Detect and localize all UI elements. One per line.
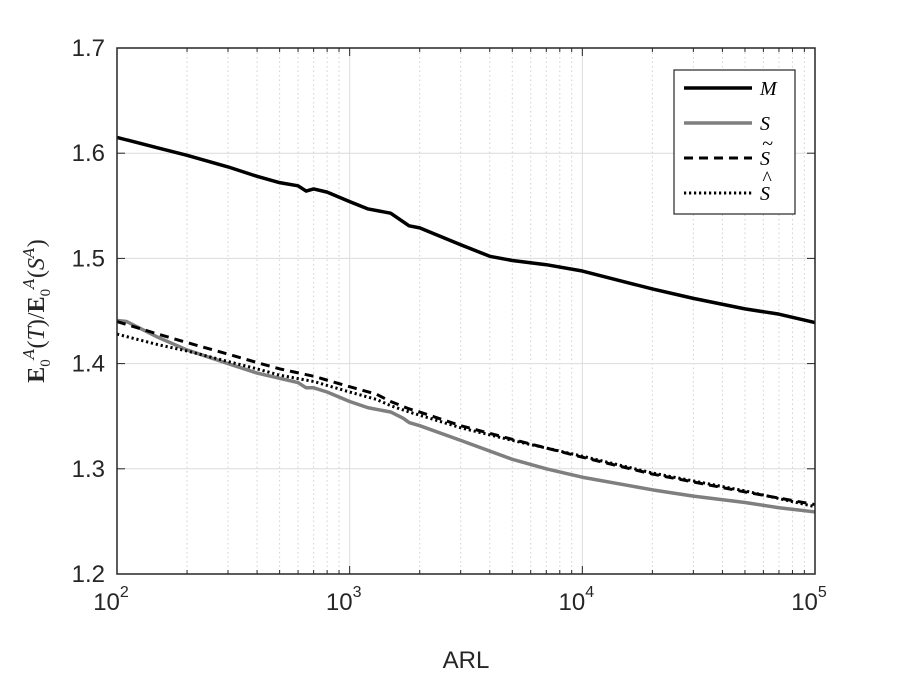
y-tick-label: 1.7 bbox=[72, 35, 105, 62]
y-tick-label: 1.6 bbox=[72, 140, 105, 167]
legend-label: S bbox=[760, 183, 770, 205]
x-tick-base: 10 bbox=[791, 589, 818, 616]
x-axis-label: ARL bbox=[443, 647, 490, 674]
legend-label: M bbox=[759, 78, 778, 100]
y-tick-label: 1.5 bbox=[72, 245, 105, 272]
y-axis-label: E0A(T)/E0A(SA) bbox=[20, 239, 54, 383]
x-tick-label: 105 bbox=[791, 584, 827, 616]
x-tick-label: 104 bbox=[559, 584, 595, 616]
y-tick-label: 1.4 bbox=[72, 351, 105, 378]
series-line-solid bbox=[116, 318, 816, 514]
series-line-dotted bbox=[116, 332, 816, 509]
legend-box bbox=[673, 69, 796, 215]
legend: MSS~S^ bbox=[673, 69, 796, 215]
legend-label: S bbox=[760, 113, 770, 135]
y-tick-labels: 1.2 1.3 1.4 1.5 1.6 1.7 bbox=[72, 35, 105, 588]
legend-label: S bbox=[760, 148, 770, 170]
axes-box bbox=[116, 47, 816, 575]
y-tick-label: 1.2 bbox=[72, 561, 105, 588]
x-tick-label: 103 bbox=[326, 584, 362, 616]
tick-marks bbox=[116, 47, 816, 575]
x-tick-base: 10 bbox=[559, 589, 586, 616]
x-tick-exponent: 3 bbox=[353, 584, 362, 601]
x-tick-exponent: 4 bbox=[585, 584, 594, 601]
y-tick-label: 1.3 bbox=[72, 456, 105, 483]
x-tick-exponent: 2 bbox=[120, 584, 129, 601]
series-line-dashed bbox=[116, 320, 816, 507]
x-tick-exponent: 5 bbox=[818, 584, 827, 601]
legend-label-accent: ^ bbox=[762, 168, 772, 190]
series-line-solid bbox=[116, 135, 816, 325]
x-tick-base: 10 bbox=[93, 589, 120, 616]
x-tick-labels: 102 103 104 105 bbox=[93, 584, 827, 616]
series-layer bbox=[116, 135, 816, 514]
x-tick-label: 102 bbox=[93, 584, 129, 616]
legend-label-accent: ~ bbox=[762, 133, 773, 155]
x-tick-base: 10 bbox=[326, 589, 353, 616]
